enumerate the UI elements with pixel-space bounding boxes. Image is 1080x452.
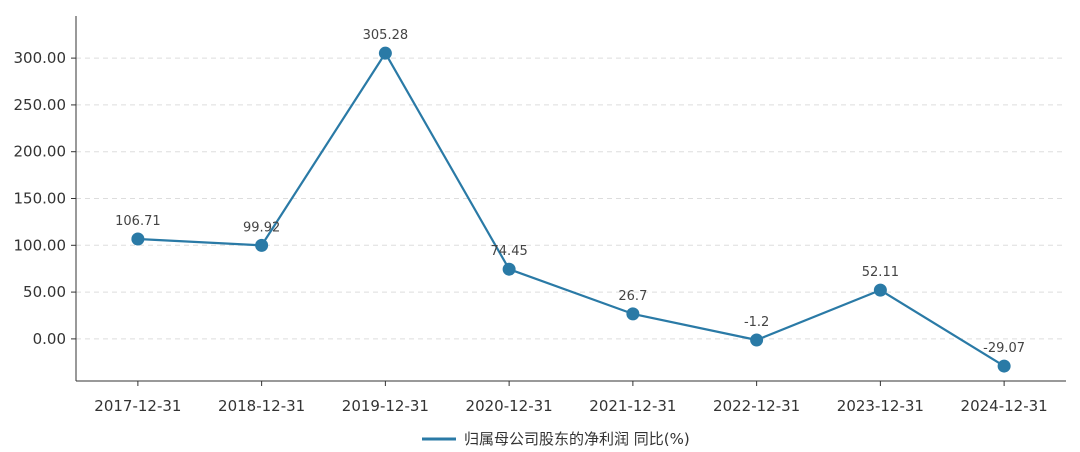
y-tick-label: 250.00 [14,96,67,114]
x-tick-label: 2021-12-31 [589,397,676,415]
data-point[interactable] [626,307,640,321]
data-label: 99.92 [243,220,280,235]
data-point[interactable] [502,262,516,276]
x-tick-label: 2019-12-31 [342,397,429,415]
data-label: 106.71 [115,214,161,229]
legend[interactable]: 归属母公司股东的净利润 同比(%) [422,430,690,448]
y-tick-label: 50.00 [23,283,66,301]
grid-layer [76,57,1066,340]
series-layer [131,46,1011,373]
legend-label: 归属母公司股东的净利润 同比(%) [464,430,690,448]
data-label: 305.28 [363,28,409,43]
axis-layer: 0.00 50.00 100.00 150.00 200.00 250.00 300.00 2… [14,16,1066,415]
x-tick-label: 2020-12-31 [466,397,553,415]
y-tick-label: 0.00 [33,330,66,348]
data-point[interactable] [750,333,764,347]
data-label: -1.2 [744,315,769,330]
x-tick-label: 2022-12-31 [713,397,800,415]
y-tick-label: 100.00 [14,236,67,254]
y-tick-label: 300.00 [14,49,67,67]
x-tick-label: 2023-12-31 [837,397,924,415]
data-label: 74.45 [491,244,528,259]
x-tick-label: 2024-12-31 [961,397,1048,415]
x-tick-label: 2017-12-31 [94,397,181,415]
series-line [137,52,1005,368]
y-tick-label: 200.00 [14,143,67,161]
data-point[interactable] [378,46,392,60]
data-label: 52.11 [862,265,899,280]
data-label-layer: 106.71 99.92 305.28 74.45 26.7 -1.2 52.11 -29.0… [115,28,1025,356]
y-tick-label: 150.00 [14,190,67,208]
data-point[interactable] [255,238,269,252]
data-label: 26.7 [618,289,647,304]
data-label: -29.07 [983,341,1025,356]
data-point[interactable] [873,283,887,297]
x-tick-label: 2018-12-31 [218,397,305,415]
data-point[interactable] [997,359,1011,373]
data-point[interactable] [131,232,145,246]
